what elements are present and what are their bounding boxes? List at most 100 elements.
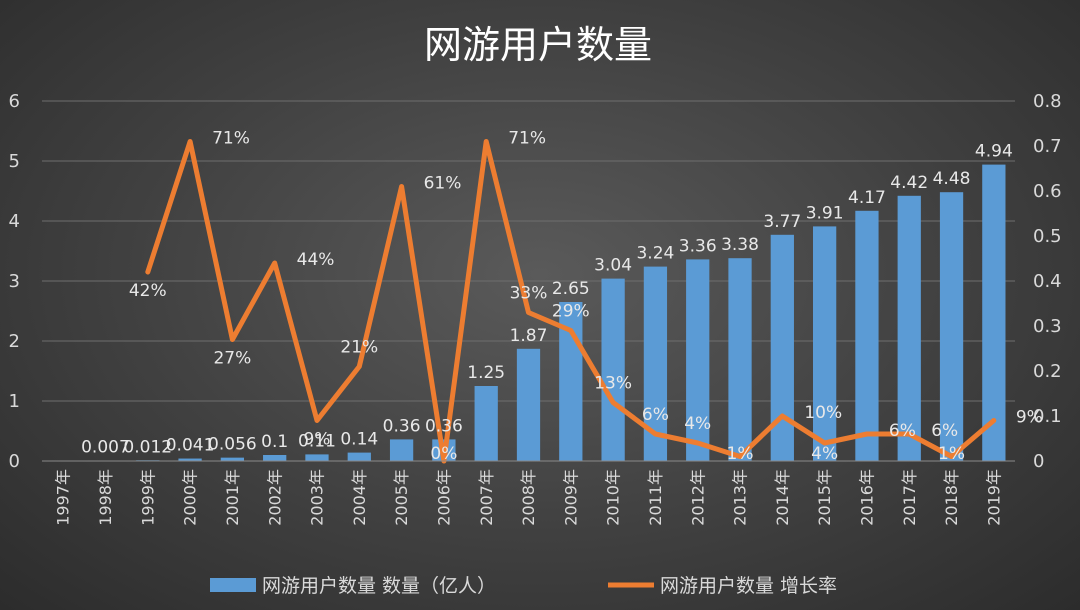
x-axis-tick-label: 2018年 [942,469,961,526]
x-axis-tick-label: 2015年 [815,469,834,526]
line-data-label: 10% [804,403,842,423]
line-data-label: 6% [642,405,669,425]
bar-data-label: 3.38 [721,235,759,255]
legend-label-bar: 网游用户数量 数量（亿人） [262,575,496,597]
left-axis-tick-label: 3 [9,271,20,292]
bar-data-label: 3.36 [679,236,717,256]
legend-swatch-bar [210,578,256,592]
bar-data-label: 3.77 [763,212,801,232]
x-axis-tick-label: 2012年 [688,469,707,526]
x-axis-tick-label: 2006年 [434,469,453,526]
line-data-label: 6% [931,421,958,441]
bar-data-label: 0.1 [261,432,288,452]
left-axis-tick-label: 0 [9,451,20,472]
x-axis-tick-label: 2009年 [561,469,580,526]
right-axis-tick-label: 0 [1033,451,1044,472]
right-axis-tick-label: 0.8 [1033,91,1062,112]
left-axis: 0 1 2 3 4 5 6 [9,91,20,472]
x-axis-tick-label: 1997年 [54,469,73,526]
x-axis-tick-label: 2000年 [181,469,200,526]
bar-data-label: 0.14 [340,430,378,450]
line-data-label: 29% [552,302,590,322]
line-data-label: 33% [510,284,548,304]
line-data-label: 9% [1016,408,1043,428]
line-data-label: 27% [213,349,251,369]
bar-data-label: 0.11 [298,431,336,451]
legend: 网游用户数量 数量（亿人） 网游用户数量 增长率 [210,575,837,597]
bar [643,266,668,461]
bar-data-label: 0.36 [383,416,421,436]
x-axis-tick-label: 2003年 [308,469,327,526]
x-axis-tick-label: 2017年 [900,469,919,526]
bar [516,348,541,461]
line-data-label: 71% [508,129,546,149]
bar-data-label: 0.041 [166,436,215,456]
line-data-label: 1% [938,444,965,464]
bar-data-label: 0.012 [123,437,172,457]
bar [686,259,710,461]
bar [347,452,371,461]
right-axis-tick-label: 0.7 [1033,136,1062,157]
x-axis-tick-label: 2008年 [519,469,538,526]
bar [305,454,329,461]
x-axis-tick-label: 2001年 [223,469,242,526]
chart-title: 网游用户数量 [424,23,652,67]
bar-data-label: 3.24 [636,244,674,264]
x-axis-tick-label: 1998年 [96,469,115,526]
gridlines [42,100,1015,402]
bar-data-label: 4.17 [848,188,886,208]
line-data-label: 0% [430,444,457,464]
bar [728,258,752,461]
bar [939,192,964,461]
bar-data-label: 3.04 [594,256,632,276]
bar-data-label: 1.87 [510,326,548,346]
line-data-label: 21% [340,338,378,358]
bar-data-label: 0.056 [208,435,257,455]
right-axis-tick-label: 0.6 [1033,181,1062,202]
left-axis-tick-label: 1 [9,391,20,412]
x-axis-tick-label: 2011年 [646,469,665,526]
line-data-label: 4% [684,414,711,434]
bar-data-label: 2.65 [552,279,590,299]
x-axis-tick-label: 2014年 [773,469,792,526]
x-axis-tick-label: 2002年 [265,469,284,526]
bar-data-label: 4.48 [933,169,971,189]
line-series [145,139,997,464]
right-axis-tick-label: 0.3 [1033,316,1062,337]
x-axis-tick-label: 2016年 [858,469,877,526]
bar [982,164,1006,461]
line-data-label: 4% [811,444,838,464]
line-data-label: 1% [727,444,754,464]
x-axis-tick-label: 2013年 [731,469,750,526]
bar [389,439,414,461]
bar-data-label: 4.94 [975,142,1013,162]
left-axis-tick-label: 4 [9,211,20,232]
bar-data-label: 4.42 [890,173,928,193]
line-data-label: 61% [424,174,462,194]
x-axis-tick-label: 2019年 [984,469,1003,526]
bar-series [93,164,1006,462]
bar-data-label: 0.36 [425,416,463,436]
left-axis-tick-label: 5 [9,151,20,172]
bar-data-label: 0.007 [81,438,130,458]
x-axis-tick-label: 2005年 [392,469,411,526]
x-axis-tick-label: 1999年 [138,469,157,526]
line-data-label: 42% [129,281,167,301]
line-data-label: 13% [594,374,632,394]
line-data-label: 9% [303,430,330,450]
bar [178,458,202,461]
bar-data-label: 3.91 [806,203,844,223]
bar [220,457,245,461]
bar [601,278,625,461]
bar [855,210,879,461]
x-axis-tick-label: 2010年 [604,469,623,526]
right-axis: 0 0.1 0.2 0.3 0.4 0.5 0.6 0.7 0.8 [1033,91,1062,472]
x-axis: 1997年 1998年 1999年 2000年 2001年 2002年 2003年 2004年… [42,460,1015,526]
line-data-labels: 42% 71% 27% 44% 9% 21% 61% 0% 71% 33%29% 13% 6% 4% 1%… [129,129,1043,465]
bar-data-label: 1.25 [467,363,505,383]
line-data-label: 6% [889,421,916,441]
left-axis-tick-label: 2 [9,331,20,352]
right-axis-tick-label: 0.4 [1033,271,1062,292]
